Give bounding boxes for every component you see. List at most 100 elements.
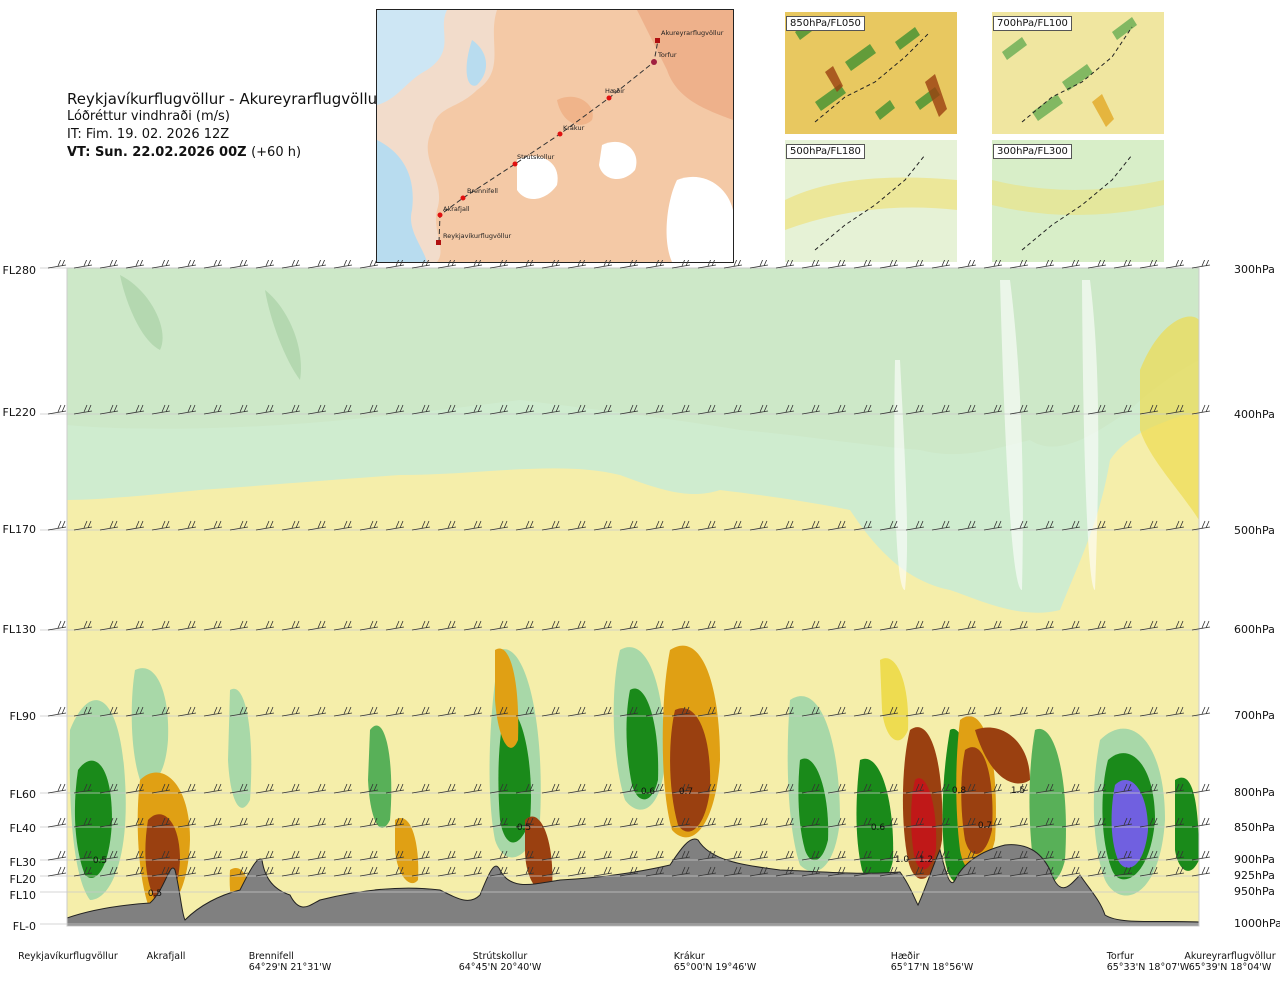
wind-barb (99, 783, 119, 794)
wind-barb (281, 706, 301, 717)
wind-barb (1087, 817, 1107, 828)
contour-label: 0.5 (93, 856, 107, 866)
wind-barb (203, 260, 223, 269)
wind-barb (1139, 620, 1159, 631)
wind-barb (905, 706, 925, 717)
wind-barb (411, 817, 431, 828)
wind-barb (775, 817, 795, 828)
wind-barb (489, 260, 509, 269)
wind-barb (47, 783, 67, 794)
wind-barb (541, 620, 561, 631)
wind-barb (229, 850, 249, 861)
wind-barb (619, 620, 639, 631)
wind-barb (957, 783, 977, 794)
wind-barb (203, 706, 223, 717)
wind-barb (801, 783, 821, 794)
wind-barb (749, 866, 769, 877)
thumbnail-850hpa[interactable]: 850hPa/FL050 (785, 12, 957, 134)
wind-barb (1061, 850, 1081, 861)
contour-labels: 0.5 0.5 0.6 0.5 0.7 0.6 1.0 1.2 0.8 0.7 1.5 (93, 786, 1025, 899)
map-label-torfur: Torfur (657, 51, 677, 59)
wind-barb (1009, 706, 1029, 717)
wind-barb (983, 783, 1003, 794)
wind-barb (853, 866, 873, 877)
wind-barb (1139, 817, 1159, 828)
wind-barb (1061, 404, 1081, 415)
wind-barb (229, 404, 249, 415)
wind-barb (853, 850, 873, 861)
parameter-title: Lóðréttur vindhraði (m/s) (67, 109, 230, 124)
wind-barb (307, 783, 327, 794)
wind-barb (255, 404, 275, 415)
wind-barb (593, 866, 613, 877)
wind-barb (853, 404, 873, 415)
wind-barb (437, 783, 457, 794)
wind-barb (879, 520, 899, 531)
wind-barb (1061, 260, 1081, 269)
wind-barb (437, 817, 457, 828)
y-tick-fl280: FL280 (2, 264, 36, 277)
wind-barb (515, 620, 535, 631)
contour-label: 1.5 (1011, 786, 1025, 796)
wind-barb (931, 260, 951, 269)
wind-barb (957, 817, 977, 828)
wind-barb (1191, 817, 1211, 828)
wind-barb (203, 520, 223, 531)
wind-barb (1165, 620, 1185, 631)
wind-barb (125, 520, 145, 531)
wind-barb (359, 817, 379, 828)
wind-barb (47, 620, 67, 631)
wind-barb (1009, 260, 1029, 269)
wind-barb (931, 783, 951, 794)
thumbnail-700hpa[interactable]: 700hPa/FL100 (992, 12, 1164, 134)
wind-barb (489, 850, 509, 861)
wind-barb (749, 706, 769, 717)
wind-barb (567, 850, 587, 861)
wind-barb (593, 520, 613, 531)
wind-barb (515, 817, 535, 828)
wind-barb (775, 783, 795, 794)
wind-barb (645, 404, 665, 415)
wind-barb (1009, 850, 1029, 861)
wind-barb (1191, 520, 1211, 531)
wind-barb (307, 520, 327, 531)
wind-barb (1035, 260, 1055, 269)
wind-barb (463, 706, 483, 717)
wind-barb (1165, 850, 1185, 861)
wind-barb (749, 520, 769, 531)
wind-barb (775, 866, 795, 877)
y-tick-fl170: FL170 (2, 523, 36, 536)
wind-barb (593, 850, 613, 861)
wind-barb (1087, 260, 1107, 269)
wind-barb (879, 260, 899, 269)
wind-barb (567, 866, 587, 877)
x-label-akureyri: Akureyrarflugvöllur 65°39'N 18°04'W (1184, 951, 1276, 973)
wind-barb (541, 706, 561, 717)
wind-barb (905, 520, 925, 531)
wind-barb (853, 706, 873, 717)
wind-barb (385, 620, 405, 631)
wind-barb (905, 620, 925, 631)
wind-barb (333, 783, 353, 794)
wind-barb (931, 520, 951, 531)
wind-barb (957, 850, 977, 861)
wind-barb (879, 404, 899, 415)
thumbnail-850hpa-label: 850hPa/FL050 (786, 16, 865, 31)
wind-barb (801, 706, 821, 717)
wind-barb (723, 817, 743, 828)
y2-tick-500: 500hPa (1234, 524, 1275, 537)
wind-barb (567, 783, 587, 794)
wind-barb (463, 620, 483, 631)
wind-barb (827, 404, 847, 415)
wind-barb (853, 260, 873, 269)
thumbnail-300hpa[interactable]: 300hPa/FL300 (992, 140, 1164, 262)
wind-barb (697, 620, 717, 631)
wind-barb (1035, 850, 1055, 861)
wind-barb (411, 783, 431, 794)
thumbnail-500hpa[interactable]: 500hPa/FL180 (785, 140, 957, 262)
wind-barb (1139, 783, 1159, 794)
contour-label: 0.5 (148, 889, 162, 899)
wind-barb (801, 866, 821, 877)
map-label-akrafjall: Akrafjall (443, 205, 470, 213)
wind-barb (1139, 404, 1159, 415)
